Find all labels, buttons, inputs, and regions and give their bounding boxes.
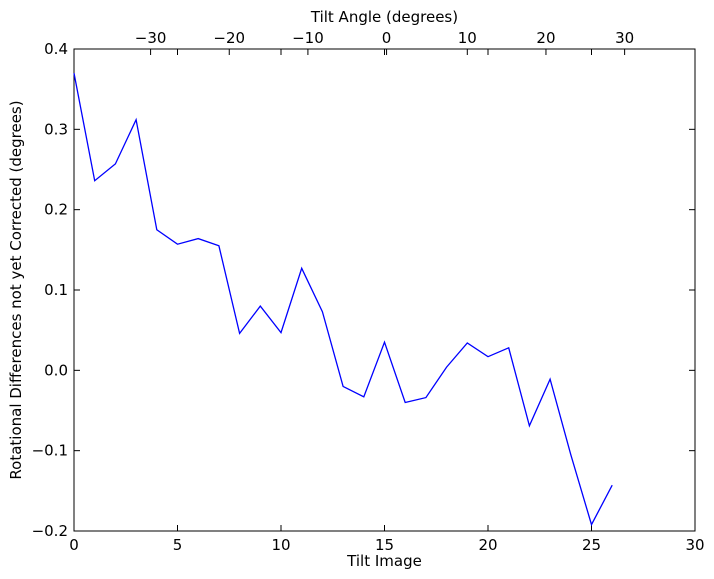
y-tick-label: 0.3 — [44, 120, 68, 138]
x-tick-label: 15 — [375, 536, 394, 554]
y-tick-label: −0.1 — [32, 442, 68, 460]
x-axis: 0 5 10 15 20 25 30 — [69, 49, 705, 554]
top-x-tick-label: −10 — [292, 29, 324, 47]
top-x-axis: −30 −20 −10 0 10 20 30 — [135, 29, 634, 55]
y-tick-label: −0.2 — [32, 522, 68, 540]
top-x-tick-label: 20 — [536, 29, 555, 47]
top-x-tick-label: −30 — [135, 29, 167, 47]
y-tick-label: 0.1 — [44, 281, 68, 299]
y-tick-label: 0.0 — [44, 361, 68, 379]
plot-area — [73, 48, 696, 532]
y-tick-label: 0.2 — [44, 201, 68, 219]
series-line — [73, 72, 613, 527]
x-axis-label: Tilt Image — [346, 552, 422, 570]
x-tick-label: 0 — [69, 536, 79, 554]
x-tick-label: 5 — [173, 536, 183, 554]
y-axis-label: Rotational Differences not yet Corrected… — [7, 100, 25, 479]
y-tick-label: 0.4 — [44, 40, 68, 58]
top-x-tick-label: 30 — [615, 29, 634, 47]
top-x-axis-label: Tilt Angle (degrees) — [310, 8, 458, 26]
x-tick-label: 10 — [271, 536, 290, 554]
x-tick-label: 30 — [685, 536, 704, 554]
top-x-tick-label: 0 — [382, 29, 392, 47]
top-x-tick-label: −20 — [213, 29, 245, 47]
x-tick-label: 25 — [582, 536, 601, 554]
y-axis: 0.4 0.3 0.2 0.1 0.0 −0.1 −0.2 — [32, 40, 695, 540]
top-x-tick-label: 10 — [458, 29, 477, 47]
x-tick-label: 20 — [478, 536, 497, 554]
